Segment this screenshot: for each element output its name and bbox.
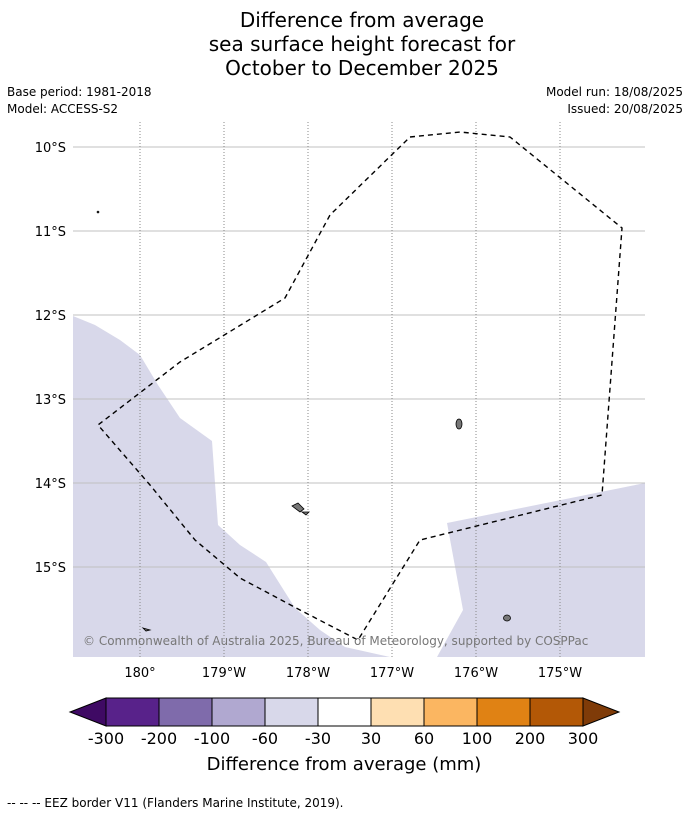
colorbar-tick-2: -200 — [141, 729, 177, 748]
base-period-text: Base period: 1981-2018 — [7, 85, 152, 99]
lon-label-180: 180° — [124, 666, 155, 681]
chart-title: Difference from average sea surface heig… — [0, 8, 690, 80]
colorbar-swatch-6 — [370, 697, 425, 727]
lat-gridlines — [73, 146, 645, 568]
anomaly-shade-east — [437, 483, 645, 657]
lat-label-10s: 10°S — [35, 141, 66, 156]
colorbar-tick-6: 30 — [361, 729, 381, 748]
colorbar-title: Difference from average (mm) — [207, 754, 482, 775]
islands — [96, 210, 511, 632]
title-line-3: October to December 2025 — [225, 56, 499, 80]
copyright-text: © Commonwealth of Australia 2025, Bureau… — [83, 634, 588, 648]
colorbar-swatch-1 — [105, 697, 160, 727]
lon-label-177w: 177°W — [370, 666, 414, 681]
colorbar-tick-4: -60 — [252, 729, 278, 748]
lon-label-175w: 175°W — [538, 666, 582, 681]
model-run-text: Model run: 18/08/2025 — [545, 85, 683, 99]
colorbar-tick-5: -30 — [305, 729, 331, 748]
title-line-1: Difference from average — [239, 8, 485, 32]
colorbar-swatch-4 — [264, 697, 319, 727]
colorbar-swatch-9 — [529, 697, 584, 727]
lat-label-14s: 14°S — [35, 477, 66, 492]
issued-text: Issued: 20/08/2025 — [567, 102, 683, 116]
colorbar-swatch-3 — [211, 697, 266, 727]
lat-label-13s: 13°S — [35, 393, 66, 408]
lat-labels: 10°S 11°S 12°S 13°S 14°S 15°S — [35, 141, 66, 576]
lat-label-11s: 11°S — [35, 225, 66, 240]
colorbar-swatch-5 — [317, 697, 372, 727]
eez-footnote: -- -- -- EEZ border V11 (Flanders Marine… — [7, 796, 344, 810]
island-southwest — [141, 627, 152, 632]
lon-label-179w: 179°W — [202, 666, 246, 681]
colorbar-extend-high — [582, 697, 621, 727]
colorbar-swatch-8 — [476, 697, 531, 727]
colorbar — [68, 697, 621, 727]
model-text: Model: ACCESS-S2 — [7, 102, 119, 116]
title-line-2: sea surface height forecast for — [208, 32, 516, 56]
colorbar-extend-low — [68, 697, 107, 727]
colorbar-tick-3: -100 — [194, 729, 230, 748]
lon-label-176w: 176°W — [454, 666, 498, 681]
colorbar-tick-1: -300 — [88, 729, 124, 748]
lat-label-12s: 12°S — [35, 309, 66, 324]
colorbar-tick-8: 100 — [462, 729, 493, 748]
lon-labels: 180° 179°W 178°W 177°W 176°W 175°W — [124, 666, 582, 681]
island-southeast — [503, 614, 511, 622]
colorbar-swatch-2 — [158, 697, 213, 727]
lat-label-15s: 15°S — [35, 561, 66, 576]
colorbar-swatch-7 — [423, 697, 478, 727]
colorbar-tick-9: 200 — [515, 729, 546, 748]
lon-label-178w: 178°W — [286, 666, 330, 681]
colorbar-tick-7: 60 — [414, 729, 434, 748]
colorbar-tick-10: 300 — [568, 729, 599, 748]
meta-left: Base period: 1981-2018 Model: ACCESS-S2 — [7, 84, 152, 118]
eez-border — [96, 131, 623, 641]
island-west-group — [291, 502, 305, 513]
meta-right: Model run: 18/08/2025 Issued: 20/08/2025 — [546, 84, 683, 118]
lon-gridlines — [139, 122, 561, 657]
island-north — [455, 418, 463, 430]
colorbar-labels: -300 -200 -100 -60 -30 30 60 100 200 300 — [88, 729, 598, 748]
island-tiny-northwest — [96, 210, 100, 214]
anomaly-shade-west — [73, 316, 390, 657]
island-west-small — [300, 511, 310, 516]
